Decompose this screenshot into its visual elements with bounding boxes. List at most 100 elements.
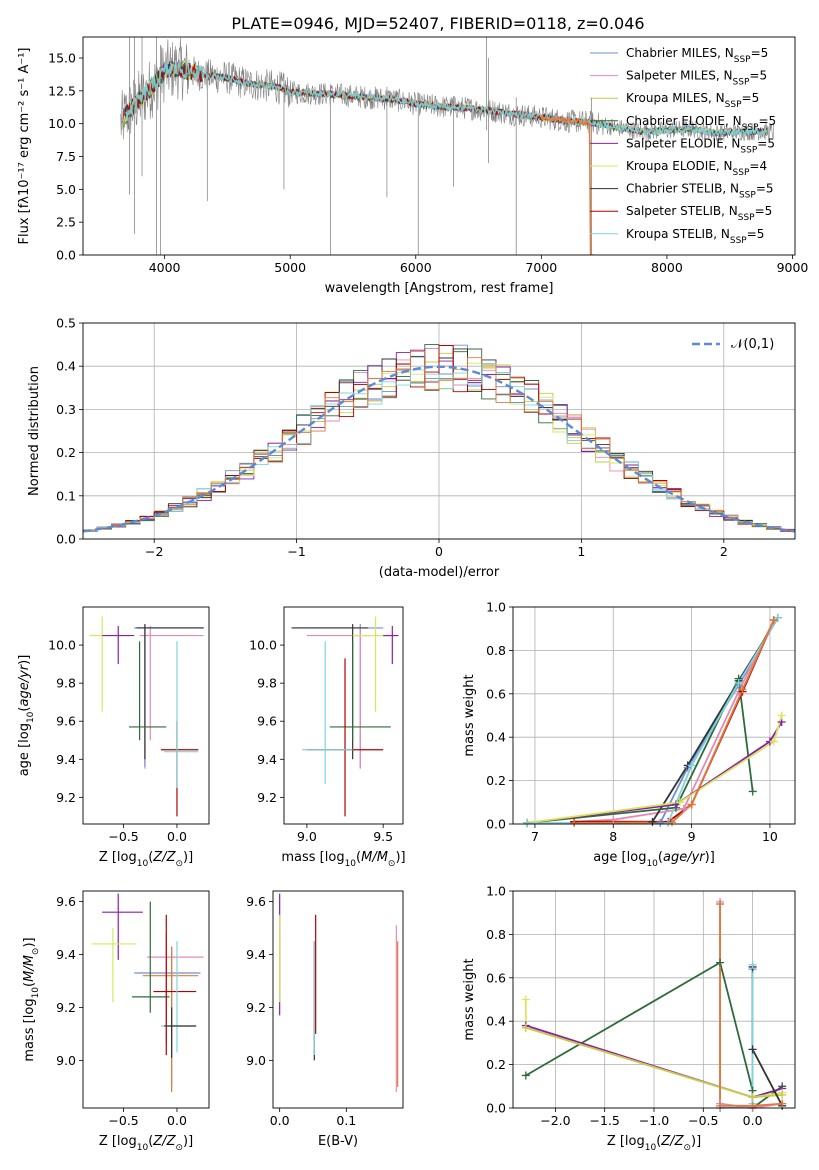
x-axis-label: Z [log10(Z/Z⊙)] (607, 1134, 701, 1153)
plot-area-mass_vs_ebv (279, 893, 399, 1093)
y-tick-label: 10.0 (48, 116, 76, 131)
plot-area-mass_vs_Z (91, 893, 204, 1093)
model-spectrum (125, 61, 768, 138)
x-tick-label: −2 (145, 544, 163, 559)
x-tick-label: 0.1 (336, 1113, 356, 1128)
x-tick-label: 9.0 (297, 829, 317, 844)
y-tick-label: 9.6 (246, 894, 266, 909)
y-tick-label: 9.8 (257, 676, 277, 691)
legend-entry: Salpeter MILES, NSSP=5 (626, 69, 767, 88)
weight-marker (656, 818, 665, 827)
y-tick-label: 9.4 (56, 752, 76, 767)
y-tick-label: 0.0 (486, 1101, 506, 1116)
weight-marker (716, 958, 725, 967)
weight-series (719, 901, 783, 1108)
x-tick-label: 0.0 (743, 1113, 763, 1128)
y-tick-label: 5.0 (56, 182, 76, 197)
weight-marker (668, 818, 677, 827)
x-axis-label: E(B-V) (318, 1134, 358, 1149)
plot-area-age_vs_mass (291, 616, 399, 817)
legend-entry: Kroupa MILES, NSSP=5 (626, 91, 759, 110)
weight-marker (716, 900, 725, 909)
weight-marker (687, 761, 696, 770)
weight-series (527, 617, 779, 824)
weight-marker (769, 616, 778, 625)
axes-frame (272, 890, 404, 1109)
legend-entry: Salpeter ELODIE, NSSP=5 (626, 136, 775, 155)
y-tick-label: 0.0 (486, 817, 506, 832)
y-tick-label: 0.3 (56, 402, 76, 417)
x-tick-label: −0.5 (688, 1113, 718, 1128)
panels-layer: 4000 5000 6000 7000 8000 90000.02.55.07.510.0… (17, 36, 809, 1153)
y-tick-label: 9.2 (56, 1000, 76, 1015)
model-tail (540, 113, 594, 255)
y-tick-label: 9.2 (257, 790, 277, 805)
legend-entry: Kroupa ELODIE, NSSP=4 (626, 159, 767, 178)
x-axis-label: Z [log10(Z/Z⊙)] (99, 850, 193, 869)
panel-weight_vs_age: 7 8 9 10 0.0 0.2 0.4 0.6 0.8 1.0 age [log10(age/yr… (462, 600, 796, 869)
axes-frame (283, 606, 404, 825)
y-tick-label: 0.2 (486, 1057, 506, 1072)
x-tick-label: 9000 (777, 260, 809, 275)
y-axis-label: mass weight (462, 958, 477, 1040)
figure-title: PLATE=0946, MJD=52407, FIBERID=0118, z=0… (231, 14, 644, 33)
axes-frame (82, 322, 796, 540)
y-tick-label: 1.0 (486, 884, 506, 899)
weight-series (527, 675, 754, 824)
weight-marker (778, 1099, 787, 1108)
weight-marker (679, 804, 688, 813)
x-tick-label: 4000 (149, 260, 181, 275)
y-tick-label: 1.0 (486, 600, 506, 615)
weight-marker (687, 800, 696, 809)
weight-marker (521, 1023, 530, 1032)
panel-weight_vs_Z: −2.0 −1.5 −1.0 −0.5 0.0 0.0 0.2 0.4 0.6 0.8 1.0 Z [… (462, 884, 796, 1153)
y-axis-label: Flux [fλ10⁻¹⁷ erg cm⁻² s⁻¹ A⁻¹] (17, 48, 32, 245)
weight-marker (664, 818, 673, 827)
axes-frame (512, 606, 796, 825)
weight-marker (777, 711, 786, 720)
weight-series (527, 617, 779, 824)
x-axis-label: Z [log10(Z/Z⊙)] (99, 1134, 193, 1153)
y-tick-label: 0.6 (486, 686, 506, 701)
weight-marker (521, 995, 530, 1004)
x-tick-label: 2 (720, 544, 728, 559)
weight-series (719, 904, 783, 1107)
x-tick-label: 0.0 (167, 829, 187, 844)
weight-series (751, 967, 783, 1107)
x-tick-label: 1 (577, 544, 585, 559)
y-tick-label: 0.2 (486, 773, 506, 788)
y-tick-label: 12.5 (48, 83, 76, 98)
y-tick-label: 0.0 (56, 532, 76, 547)
y-tick-label: 9.6 (56, 714, 76, 729)
panel-residuals: −2 −1 0 1 2 0.0 0.1 0.2 0.3 0.4 0.5 𝒩(0,1) (data-mod… (27, 316, 796, 580)
y-tick-label: 2.5 (56, 215, 76, 230)
x-tick-label: 0 (435, 544, 443, 559)
weight-marker (521, 1071, 530, 1080)
x-tick-label: 5000 (274, 260, 306, 275)
legend-entry: 𝒩(0,1) (731, 337, 774, 352)
plot-area-spectrum (120, 37, 774, 255)
x-tick-label: 7 (531, 829, 539, 844)
y-tick-label: 9.0 (56, 1053, 76, 1068)
x-axis-label: (data-model)/error (379, 565, 500, 580)
x-tick-label: 0.0 (167, 1113, 187, 1128)
y-axis-label: mass weight (462, 674, 477, 756)
axes-frame (82, 36, 796, 256)
panel-age_vs_mass: 9.0 9.5 9.2 9.4 9.6 9.8 10.0 mass [log10(M/M⊙)] (249, 606, 406, 869)
y-tick-label: 9.6 (257, 714, 277, 729)
weight-marker (748, 960, 757, 969)
y-tick-label: 9.4 (246, 947, 266, 962)
weight-marker (734, 678, 743, 687)
x-tick-label: 0.0 (270, 1113, 290, 1128)
y-tick-label: 0.1 (56, 488, 76, 503)
weight-marker (716, 1101, 725, 1110)
x-tick-label: −0.5 (108, 1113, 138, 1128)
y-tick-label: 10.0 (249, 638, 277, 653)
weight-marker (748, 1101, 757, 1110)
y-tick-label: 0.8 (486, 643, 506, 658)
y-tick-label: 15.0 (48, 51, 76, 66)
y-axis-label: age [log10(age/yr)] (17, 655, 36, 777)
x-tick-label: −2.0 (540, 1113, 570, 1128)
x-tick-label: −1 (287, 544, 305, 559)
